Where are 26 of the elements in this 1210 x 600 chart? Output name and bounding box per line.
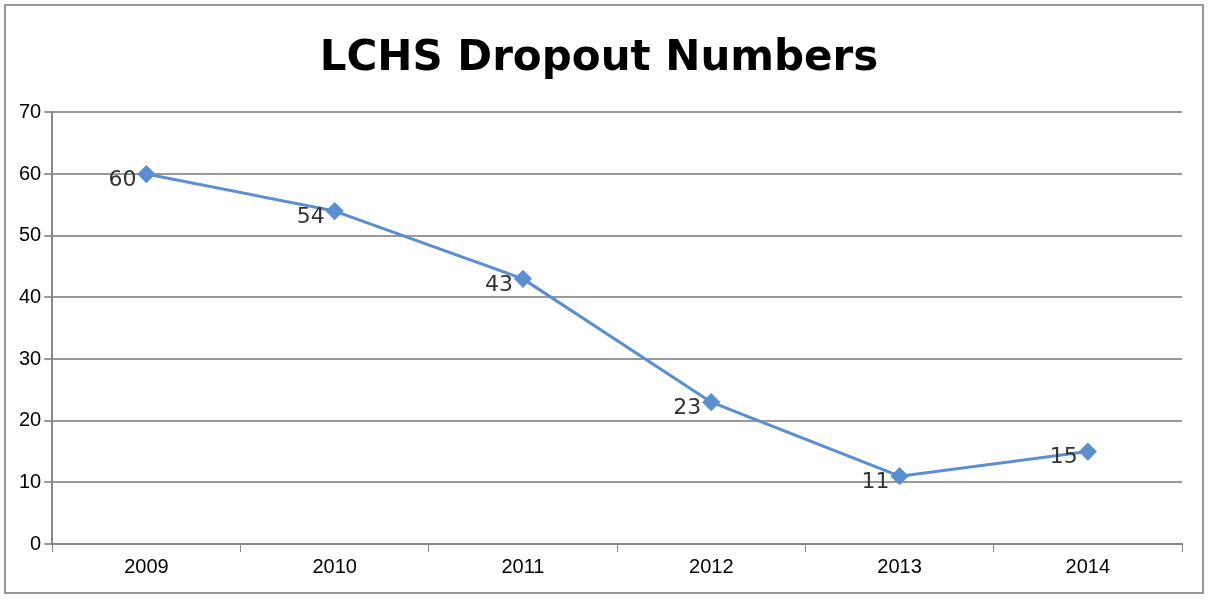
data-label: 54 [296, 202, 325, 228]
chart-title: LCHS Dropout Numbers [319, 31, 879, 81]
y-tick-label: 60 [19, 161, 42, 184]
y-tick-label: 30 [19, 346, 42, 369]
point [891, 467, 909, 485]
x-tick-label: 2014 [1065, 554, 1111, 577]
data-label: 23 [673, 393, 702, 419]
y-tick-label: 0 [30, 531, 42, 554]
y-tick-label: 70 [19, 99, 42, 122]
point [326, 202, 344, 220]
y-tick-label: 10 [19, 469, 42, 492]
data-label: 11 [861, 467, 890, 493]
x-tick-label: 2012 [689, 554, 734, 577]
y-tick-label: 50 [19, 223, 42, 246]
x-tick-label: 2013 [877, 554, 922, 577]
x-tick-label: 2010 [312, 554, 357, 577]
y-tick-label: 40 [19, 284, 42, 307]
x-tick-label: 2009 [124, 554, 169, 577]
x-tick-label: 2011 [501, 554, 545, 577]
point [1079, 443, 1097, 461]
point [514, 270, 532, 288]
point [702, 393, 720, 411]
data-label: 60 [108, 165, 137, 191]
y-tick-label: 20 [19, 408, 42, 431]
data-label: 43 [484, 270, 513, 296]
point [137, 165, 155, 183]
